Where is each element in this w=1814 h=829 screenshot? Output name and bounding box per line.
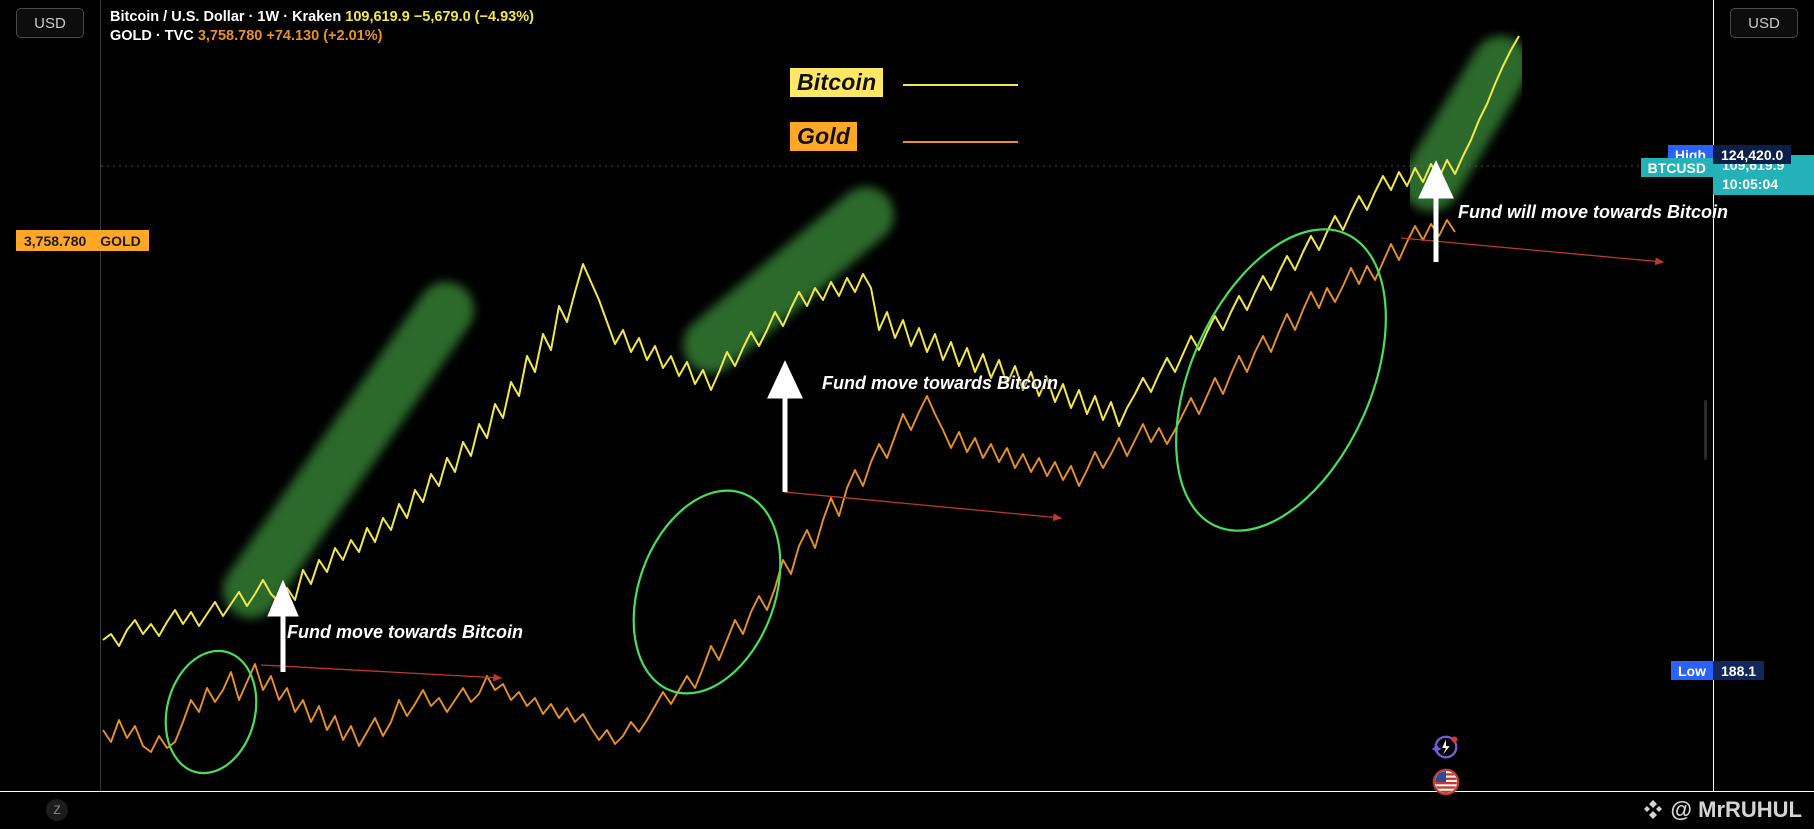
low-price-value-tag: 188.1 xyxy=(1713,661,1814,680)
chart-plot-area[interactable] xyxy=(101,0,1713,791)
reset-zoom-button[interactable]: Z xyxy=(46,799,68,821)
time-axis[interactable] xyxy=(0,791,1814,829)
left-axis-currency[interactable]: USD xyxy=(16,8,84,38)
low-label: Low xyxy=(1671,661,1713,680)
low-price-tag: Low xyxy=(1671,661,1713,680)
annotation-fund-move-2: Fund move towards Bitcoin xyxy=(822,373,1059,393)
author-watermark: @ MrRUHUL xyxy=(1641,797,1802,823)
gold-price-symbol: GOLD xyxy=(100,232,141,249)
bitcoin-info-line[interactable]: Bitcoin / U.S. Dollar · 1W · Kraken 109,… xyxy=(110,8,534,27)
annotation-fund-move-3: Fund will move towards Bitcoin xyxy=(1458,202,1729,222)
ai-sparkle-icon[interactable] xyxy=(1430,732,1460,762)
gold-info-line[interactable]: GOLD · TVC 3,758.780 +74.130 (+2.01%) xyxy=(110,27,534,46)
bitcoin-last-price: 109,619.9 xyxy=(345,9,410,25)
legend-gold-swatch xyxy=(903,141,1018,143)
low-value: 188.1 xyxy=(1713,661,1765,680)
gold-series-line xyxy=(102,219,1456,753)
chart-svg xyxy=(101,35,1713,775)
high-price-value-tag: 124,420.0 xyxy=(1713,145,1814,164)
left-price-axis[interactable] xyxy=(0,0,101,829)
btc-current-time: 10:05:04 xyxy=(1722,176,1779,192)
symbol-info-bar: Bitcoin / U.S. Dollar · 1W · Kraken 109,… xyxy=(110,8,534,46)
gold-trend-arrows xyxy=(260,237,1665,682)
bitcoin-symbol-label: Bitcoin / U.S. Dollar · 1W · Kraken xyxy=(110,9,342,25)
gold-price-tag: 3,758.780 GOLD xyxy=(16,230,149,251)
high-value: 124,420.0 xyxy=(1713,145,1792,164)
legend-bitcoin-label: Bitcoin xyxy=(790,68,884,97)
gold-change: +74.130 (+2.01%) xyxy=(266,28,383,44)
btcusd-badge: BTCUSD xyxy=(1640,158,1713,177)
legend-bitcoin: Bitcoin xyxy=(790,68,884,97)
gold-price-value: 3,758.780 xyxy=(24,232,87,249)
bitcoin-rally-highlights xyxy=(223,36,1530,618)
right-axis-currency[interactable]: USD xyxy=(1730,8,1798,38)
gold-last-price: 3,758.780 xyxy=(197,28,263,44)
fund-flow-arrows xyxy=(267,160,1454,672)
legend-gold-label: Gold xyxy=(790,122,858,151)
right-price-axis[interactable] xyxy=(1713,0,1814,829)
watermark-text: @ MrRUHUL xyxy=(1670,797,1802,822)
diamond-logo-icon xyxy=(1643,800,1662,819)
bitcoin-series-line xyxy=(102,35,1520,647)
legend-bitcoin-swatch xyxy=(903,84,1018,86)
us-flag-badge-icon[interactable] xyxy=(1432,768,1460,796)
bitcoin-change: −5,679.0 (−4.93%) xyxy=(413,9,534,25)
axis-scroll-indicator[interactable] xyxy=(1704,400,1707,460)
annotation-fund-move-1: Fund move towards Bitcoin xyxy=(287,622,524,642)
gold-rally-ellipses xyxy=(164,228,1387,775)
gold-symbol-label: GOLD · TVC xyxy=(110,28,194,44)
legend-gold: Gold xyxy=(790,122,858,151)
